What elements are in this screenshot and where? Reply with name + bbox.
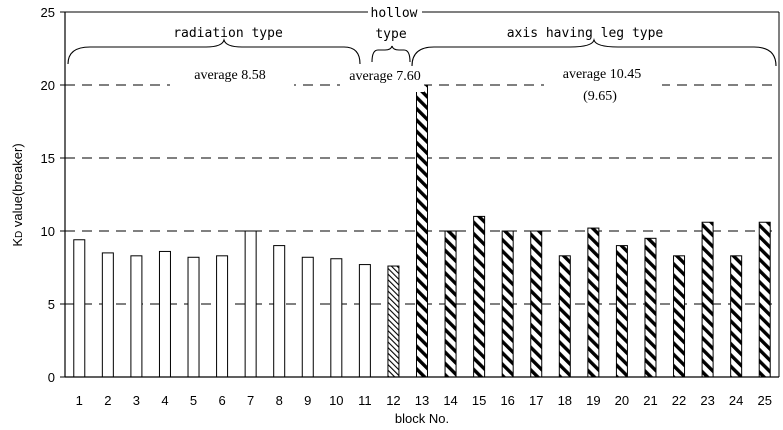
x-tick-label: 3 [133,393,140,408]
bar-block-14 [444,230,457,378]
x-tick-label: 21 [643,393,657,408]
bar-block-4 [158,250,171,378]
x-tick-label: 23 [700,393,714,408]
x-tick-label: 13 [415,393,429,408]
bar-block-15 [473,215,486,378]
group-label-hollow-line2: type [375,27,406,42]
x-tick-label: 24 [729,393,743,408]
avg-leg-sub-label: (9.65) [583,89,617,104]
avg-radiation-mask [170,66,294,92]
y-tick-label: 15 [41,151,55,166]
bar-block-17 [530,230,543,378]
y-ticks: 0 5 10 15 20 25 [41,5,65,385]
y-tick-label: 0 [48,370,55,385]
group-label-radiation-type: radiation type [173,26,283,41]
bar-block-5 [187,256,200,378]
brace-radiation-type [67,38,361,65]
bar-block-11 [358,264,371,378]
group-label-hollow-line1: hollow [371,6,418,21]
y-tick-label: 10 [41,224,55,239]
bar-block-3 [130,255,143,378]
bar-block-12 [387,265,400,378]
x-tick-label: 12 [386,393,400,408]
x-tick-label: 10 [329,393,343,408]
y-axis-title-rest: value(breaker) [10,143,25,230]
bar-block-21 [644,237,657,378]
bar-block-18 [558,255,571,378]
x-tick-label: 6 [218,393,225,408]
bar-block-16 [501,230,514,378]
x-tick-label: 9 [304,393,311,408]
bar-block-6 [216,255,229,378]
x-axis-title: block No. [395,411,449,426]
x-tick-label: 25 [757,393,771,408]
y-axis-title-subscript: D [14,231,25,238]
bar-block-13 [416,84,428,378]
y-axis-title-k: K [10,238,25,247]
avg-hollow-label: average 7.60 [349,69,421,84]
x-tick-label: 19 [586,393,600,408]
x-tick-label: 14 [443,393,457,408]
x-ticks: 1 2 3 4 5 6 7 8 9 10 11 12 13 14 15 16 17 18 19 20 21 22 23 24 2… [76,393,772,408]
bar-block-19 [587,227,600,378]
bar-block-22 [673,255,686,378]
y-tick-label: 5 [48,297,55,312]
bar-block-2 [101,252,114,378]
brace-axis-leg-type [411,38,777,67]
bar-block-8 [273,245,286,378]
x-tick-label: 4 [161,393,168,408]
group-label-axis-leg-type: axis having leg type [507,26,664,41]
bar-block-7 [244,230,257,378]
x-tick-label: 7 [247,393,254,408]
y-axis-title: KD value(breaker) [10,143,25,246]
x-tick-label: 5 [190,393,197,408]
x-tick-label: 1 [76,393,83,408]
x-tick-label: 2 [104,393,111,408]
bar-block-1 [73,239,86,378]
y-tick-label: 25 [41,5,55,20]
x-tick-label: 15 [472,393,486,408]
x-tick-label: 16 [500,393,514,408]
bar-block-20 [615,245,628,378]
avg-leg-mask [544,64,662,110]
bar-block-25 [758,221,771,378]
avg-radiation-label: average 8.58 [194,68,266,83]
bar-block-10 [330,258,343,378]
x-tick-label: 17 [529,393,543,408]
avg-leg-label: average 10.45 [563,67,642,82]
brace-hollow-type [371,45,411,63]
x-tick-label: 8 [276,393,283,408]
x-tick-label: 18 [558,393,572,408]
y-tick-label: 20 [41,78,55,93]
x-tick-label: 20 [615,393,629,408]
bar-block-23 [701,221,714,378]
avg-hollow-mask [340,66,424,92]
bar-block-9 [301,256,314,378]
x-tick-label: 11 [358,393,372,408]
x-tick-label: 22 [672,393,686,408]
bar-block-24 [730,255,743,378]
